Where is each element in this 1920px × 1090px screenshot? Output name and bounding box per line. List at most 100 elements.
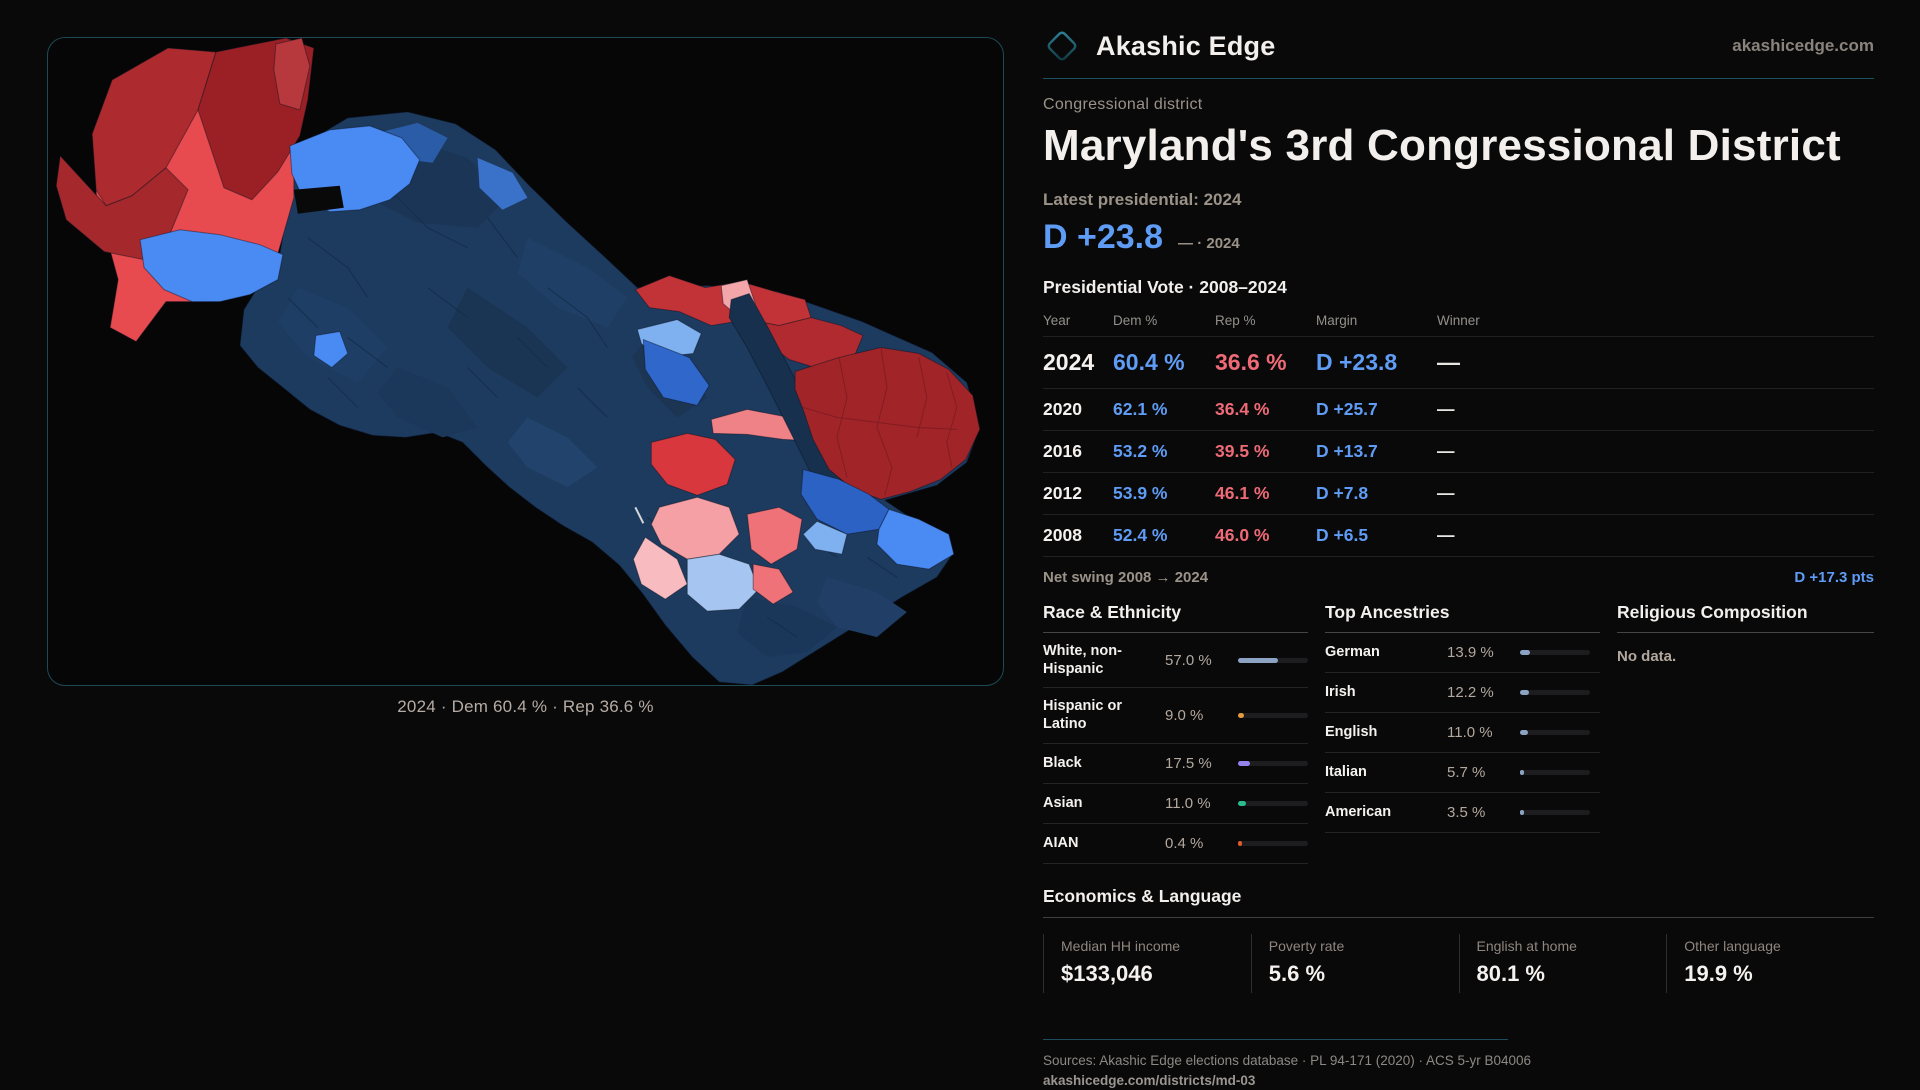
- vote-col-header: Year: [1043, 313, 1071, 328]
- district-precinct-map[interactable]: [48, 38, 1003, 685]
- vote-margin: D +25.7: [1316, 399, 1378, 419]
- race-ethnicity-heading: Race & Ethnicity: [1043, 602, 1308, 633]
- vote-rep: 36.6 %: [1215, 349, 1287, 375]
- demographic-value: 17.5 %: [1165, 754, 1212, 772]
- stat-card: Poverty rate 5.6 %: [1250, 933, 1459, 993]
- net-swing-label: Net swing 2008 → 2024: [1043, 569, 1209, 586]
- stat-label: English at home: [1476, 937, 1577, 954]
- vote-winner: —: [1437, 441, 1455, 461]
- stat-card: Other language 19.9 %: [1666, 933, 1874, 993]
- district-report: Akashic Edge akashicedge.com Congression…: [1043, 0, 1920, 1090]
- vote-dem: 53.9 %: [1113, 483, 1168, 503]
- demographic-bar: [1520, 690, 1590, 695]
- page-title: Maryland's 3rd Congressional District: [1043, 121, 1841, 170]
- demographic-row: Italian 5.7 %: [1325, 753, 1600, 793]
- demographic-row: Hispanic or Latino 9.0 %: [1043, 688, 1308, 744]
- stat-label: Median HH income: [1061, 937, 1181, 954]
- demographic-value: 5.7 %: [1447, 764, 1486, 781]
- demographic-bar: [1238, 760, 1308, 766]
- headline-margin-value: D +23.8: [1043, 218, 1164, 256]
- stat-card: English at home 80.1 %: [1458, 933, 1667, 993]
- ancestries-heading: Top Ancestries: [1325, 602, 1600, 633]
- demographic-bar: [1520, 650, 1590, 655]
- demographic-label: Black: [1043, 754, 1082, 771]
- brand-site-link[interactable]: akashicedge.com: [1732, 36, 1874, 55]
- vote-margin: D +23.8: [1316, 349, 1398, 375]
- demographic-row: Irish 12.2 %: [1325, 673, 1600, 713]
- demographic-row: German 13.9 %: [1325, 633, 1600, 673]
- vote-dem: 53.2 %: [1113, 441, 1168, 461]
- race-ethnicity-section: Race & Ethnicity White, non-Hispanic 57.0…: [1043, 602, 1308, 864]
- demographic-bar: [1520, 810, 1590, 815]
- vote-margin: D +13.7: [1316, 441, 1378, 461]
- stat-value: $133,046: [1061, 960, 1153, 986]
- demographic-value: 9.0 %: [1165, 706, 1204, 724]
- demographic-value: 11.0 %: [1165, 794, 1211, 812]
- brand-header: Akashic Edge akashicedge.com: [1043, 27, 1874, 65]
- vote-table-row: 2016 53.2 % 39.5 % D +13.7 —: [1043, 431, 1874, 473]
- vote-dem: 62.1 %: [1113, 399, 1168, 419]
- vote-table-row: 2008 52.4 % 46.0 % D +6.5 —: [1043, 515, 1874, 557]
- vote-table-row: 2012 53.9 % 46.1 % D +7.8 —: [1043, 473, 1874, 515]
- demographic-label: White, non-Hispanic: [1043, 643, 1122, 678]
- headline-margin-row: D +23.8 — · 2024: [1043, 218, 1920, 257]
- footer-sources: Sources: Akashic Edge elections database…: [1043, 1052, 1532, 1068]
- vote-year: 2016: [1043, 441, 1082, 461]
- vote-rep: 46.1 %: [1215, 483, 1270, 503]
- demographic-label: German: [1325, 644, 1380, 661]
- vote-col-header: Dem %: [1113, 313, 1158, 328]
- demographic-value: 0.4 %: [1165, 834, 1204, 852]
- vote-rep: 39.5 %: [1215, 441, 1270, 461]
- footer-divider: [1043, 1038, 1508, 1040]
- demographic-row: American 3.5 %: [1325, 793, 1600, 833]
- demographic-row: English 11.0 %: [1325, 713, 1600, 753]
- demographic-value: 3.5 %: [1447, 804, 1486, 821]
- vote-col-header: Winner: [1437, 313, 1480, 328]
- demographic-label: Irish: [1325, 684, 1356, 701]
- vote-table-row: 2020 62.1 % 36.4 % D +25.7 —: [1043, 389, 1874, 431]
- brand-name: Akashic Edge: [1096, 30, 1276, 61]
- religion-heading: Religious Composition: [1617, 602, 1874, 633]
- demographic-row: AIAN 0.4 %: [1043, 824, 1308, 864]
- stat-card: Median HH income $133,046: [1043, 933, 1251, 993]
- ancestries-section: Top Ancestries German 13.9 % Irish 12.2 % En…: [1325, 602, 1600, 864]
- vote-rep: 46.0 %: [1215, 525, 1270, 545]
- vote-margin: D +6.5: [1316, 525, 1369, 545]
- economics-stats: Median HH income $133,046 Poverty rate 5.6 …: [1043, 933, 1874, 993]
- demographic-label: Hispanic or Latino: [1043, 698, 1122, 733]
- vote-dem: 60.4 %: [1113, 349, 1185, 375]
- demographic-row: Asian 11.0 %: [1043, 784, 1308, 824]
- vote-margin: D +7.8: [1316, 483, 1369, 503]
- demographic-row: Black 17.5 %: [1043, 744, 1308, 784]
- demographic-label: AIAN: [1043, 834, 1079, 851]
- religion-section: Religious Composition No data.: [1617, 602, 1874, 864]
- stat-value: 80.1 %: [1476, 960, 1546, 986]
- demographic-label: English: [1325, 724, 1378, 741]
- demographic-value: 12.2 %: [1447, 684, 1494, 701]
- demographic-value: 57.0 %: [1165, 651, 1212, 669]
- stat-value: 19.9 %: [1684, 960, 1753, 986]
- vote-table: Year Dem % Rep % Margin Winner 2024 60.4 % 36.…: [1043, 304, 1874, 557]
- district-map-panel: [47, 37, 1004, 686]
- vote-year: 2024: [1043, 349, 1095, 375]
- map-caption: 2024 · Dem 60.4 % · Rep 36.6 %: [397, 697, 654, 716]
- net-swing-row: Net swing 2008 → 2024 D +17.3 pts: [1043, 569, 1874, 586]
- demographic-row: White, non-Hispanic 57.0 %: [1043, 633, 1308, 689]
- net-swing-value: D +17.3 pts: [1794, 569, 1874, 586]
- demographic-label: Asian: [1043, 794, 1083, 811]
- vote-winner: —: [1437, 399, 1455, 419]
- vote-col-header: Rep %: [1215, 313, 1256, 328]
- vote-winner: —: [1437, 483, 1455, 503]
- stat-value: 5.6 %: [1268, 960, 1326, 986]
- kicker: Congressional district: [1043, 96, 1203, 113]
- stat-label: Poverty rate: [1268, 937, 1345, 954]
- religion-no-data: No data.: [1617, 648, 1677, 665]
- vote-year: 2008: [1043, 525, 1082, 545]
- vote-col-header: Margin: [1316, 313, 1358, 328]
- demographic-bar: [1238, 840, 1308, 846]
- footer-url-link[interactable]: akashicedge.com/districts/md-03: [1043, 1072, 1256, 1088]
- stat-label: Other language: [1684, 937, 1781, 954]
- vote-rep: 36.4 %: [1215, 399, 1270, 419]
- vote-dem: 52.4 %: [1113, 525, 1168, 545]
- demographic-value: 13.9 %: [1447, 644, 1494, 661]
